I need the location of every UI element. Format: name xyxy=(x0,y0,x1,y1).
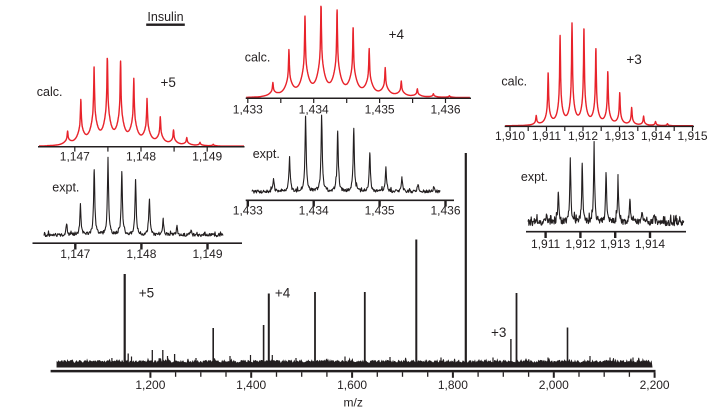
svg-text:1,911: 1,911 xyxy=(532,129,561,143)
svg-text:+3: +3 xyxy=(491,325,506,340)
svg-text:expt.: expt. xyxy=(521,170,548,184)
svg-text:+4: +4 xyxy=(275,286,291,301)
svg-text:expt.: expt. xyxy=(52,181,79,195)
svg-text:1,914: 1,914 xyxy=(635,237,665,251)
svg-text:2,000: 2,000 xyxy=(539,378,569,392)
svg-text:1,435: 1,435 xyxy=(365,103,395,117)
svg-text:1,148: 1,148 xyxy=(126,247,156,261)
svg-text:1,200: 1,200 xyxy=(135,378,165,392)
svg-text:1,433: 1,433 xyxy=(233,103,263,117)
svg-text:1,912: 1,912 xyxy=(568,129,598,143)
svg-text:1,434: 1,434 xyxy=(299,204,329,218)
svg-text:Insulin: Insulin xyxy=(147,10,183,24)
svg-text:1,149: 1,149 xyxy=(192,247,222,261)
svg-text:1,400: 1,400 xyxy=(236,378,266,392)
svg-text:2,200: 2,200 xyxy=(640,378,670,392)
svg-text:1,913: 1,913 xyxy=(600,237,630,251)
svg-text:+5: +5 xyxy=(161,75,176,90)
svg-text:calc.: calc. xyxy=(37,85,63,99)
svg-text:1,436: 1,436 xyxy=(430,204,460,218)
svg-text:1,912: 1,912 xyxy=(565,237,595,251)
svg-text:1,147: 1,147 xyxy=(60,150,90,164)
svg-text:1,147: 1,147 xyxy=(60,247,90,261)
svg-text:1,913: 1,913 xyxy=(604,129,634,143)
svg-text:1,914: 1,914 xyxy=(641,129,671,143)
svg-text:calc.: calc. xyxy=(245,50,271,64)
svg-text:+3: +3 xyxy=(626,52,641,67)
svg-text:+5: +5 xyxy=(139,286,154,301)
svg-text:+4: +4 xyxy=(389,27,405,42)
svg-text:1,149: 1,149 xyxy=(192,150,222,164)
svg-text:1,800: 1,800 xyxy=(438,378,468,392)
svg-text:1,433: 1,433 xyxy=(233,204,263,218)
svg-text:calc.: calc. xyxy=(501,75,527,89)
svg-text:1,435: 1,435 xyxy=(365,204,395,218)
svg-text:1,148: 1,148 xyxy=(126,150,156,164)
svg-text:1,911: 1,911 xyxy=(531,237,560,251)
svg-text:expt.: expt. xyxy=(253,147,280,161)
svg-text:1,915: 1,915 xyxy=(677,129,707,143)
svg-text:1,600: 1,600 xyxy=(337,378,367,392)
svg-text:1,910: 1,910 xyxy=(495,129,525,143)
svg-text:1,436: 1,436 xyxy=(430,103,460,117)
svg-text:1,434: 1,434 xyxy=(299,103,329,117)
svg-text:m/z: m/z xyxy=(344,396,363,410)
